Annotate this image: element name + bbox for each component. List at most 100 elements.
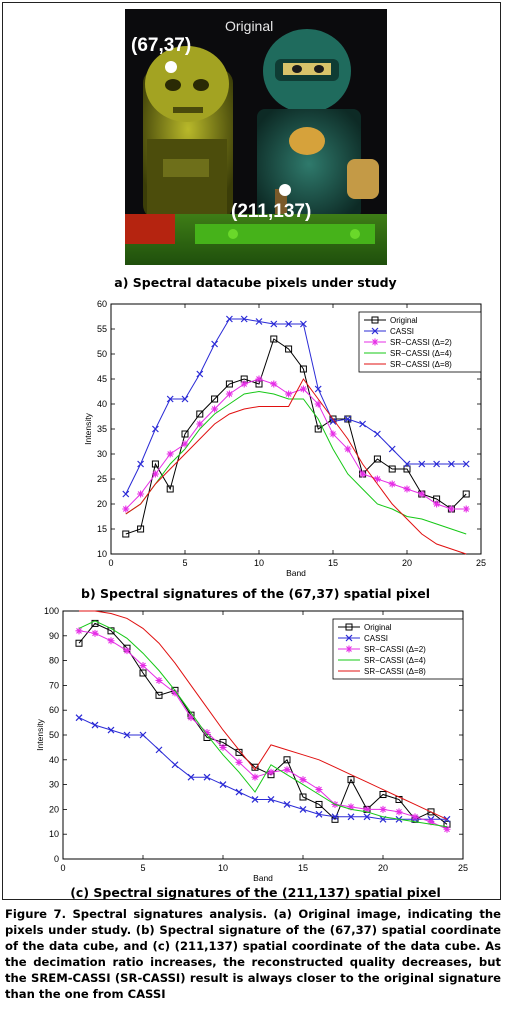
data-point [225,380,233,388]
series-line [78,620,448,828]
pixel-a-label: (67,37) [131,35,191,56]
series-line [78,717,447,820]
data-point [235,758,243,766]
data-point [139,662,147,670]
data-point [75,639,83,647]
data-point [171,689,179,697]
data-point [447,505,455,513]
data-point [359,420,367,428]
y-tick-label: 40 [97,399,107,409]
x-tick-label: 10 [218,863,228,873]
series-line [79,610,448,820]
data-point [315,786,323,794]
data-point [225,390,233,398]
data-point [181,440,189,448]
data-point [196,370,204,378]
figure-caption: Figure 7. Spectral signatures analysis. … [5,907,501,1001]
data-point [379,791,387,799]
y-tick-label: 30 [49,780,59,790]
data-point [196,420,204,428]
series-line [125,390,467,535]
data-point [418,490,426,498]
data-point [433,460,441,468]
legend-label: SR−CASSI (Δ=2) [390,338,452,347]
data-point [418,460,426,468]
data-point [373,455,381,463]
data-point [363,805,371,813]
legend-label: CASSI [390,327,414,336]
legend-marker [371,338,379,346]
data-point [379,805,387,813]
y-tick-label: 100 [44,606,59,616]
data-point [240,380,248,388]
data-point [427,818,435,826]
legend-label: Original [364,623,392,632]
data-point [403,485,411,493]
data-point [299,776,307,784]
data-point [123,731,131,739]
caption-b: b) Spectral signatures of the (67,37) sp… [81,586,430,601]
data-point [270,380,278,388]
data-point [359,470,367,478]
legend-marker [345,623,353,631]
data-point [107,726,115,734]
data-point [211,395,219,403]
data-point [75,627,83,635]
legend-label: SR−CASSI (Δ=2) [364,645,426,654]
x-tick-label: 20 [378,863,388,873]
data-point [211,405,219,413]
data-point [267,796,275,803]
data-point [443,825,451,833]
data-point [139,669,147,677]
data-point [285,390,293,398]
legend-marker [371,327,379,335]
data-point [411,813,419,821]
data-point [251,773,259,781]
data-point [219,781,227,789]
data-point [373,430,381,438]
data-point [240,315,248,323]
data-point [155,691,163,699]
chart-211-137: 0 5 10 15 20 25 0 10 20 30 40 50 60 70 80 90 100 Band Inte… [35,606,468,883]
series-line [125,338,467,535]
x-tick-label: 25 [458,863,468,873]
data-point [91,721,99,729]
data-point [225,315,233,323]
series-line [125,378,467,510]
data-point [314,385,322,393]
data-point [151,425,159,433]
y-tick-label: 10 [49,829,59,839]
data-point [155,746,163,754]
legend-label: SR−CASSI (Δ=4) [364,656,426,665]
data-point [315,810,323,818]
legend-label: SR−CASSI (Δ=4) [390,349,452,358]
data-point [462,460,470,468]
data-point [299,365,307,373]
data-point [283,756,291,764]
data-point [137,525,145,533]
legend-marker [345,634,353,642]
pixel-b-marker [279,184,291,196]
data-point [315,800,323,808]
y-tick-label: 20 [97,499,107,509]
data-point [151,470,159,478]
data-point [166,485,174,493]
figure-frame: Original (67,37) (211,137) a) Spectral d… [2,2,501,900]
data-point [181,430,189,438]
y-tick-label: 45 [97,374,107,384]
x-tick-label: 15 [328,558,338,568]
data-point [187,714,195,722]
data-point [331,813,339,821]
legend-label: Original [390,316,418,325]
legend: Original CASSI SR−CASSI (Δ=2) SR−CASSI (Δ=4… [332,618,464,680]
y-tick-label: 15 [97,524,107,534]
data-point [166,395,174,403]
y-tick-label: 40 [49,755,59,765]
y-tick-label: 50 [97,349,107,359]
data-point [123,647,131,655]
data-point [462,490,470,498]
data-point [139,731,147,739]
data-point [299,805,307,813]
data-point [347,776,355,784]
data-point [373,475,381,483]
